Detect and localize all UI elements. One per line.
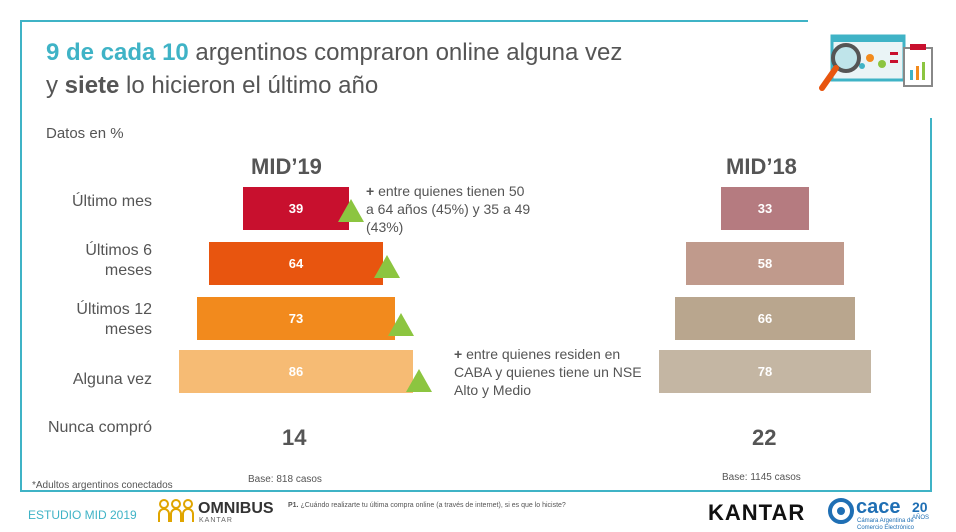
mid18-bar-label: 33 [757,201,773,216]
row-label-ultimos-12: Últimos 12 meses [76,301,152,338]
mid18-header: MID’18 [726,154,797,179]
page-title: 9 de cada 10 argentinos compraron online… [46,36,746,102]
mid19-bar-label: 73 [288,311,304,326]
up-arrow-icon [406,369,432,392]
annotation-age-plus: + [366,183,375,199]
annotation-caba-text: entre quienes residen en CABA y quienes … [454,346,642,398]
analytics-icon [819,34,933,91]
mid18-nunca-value: 22 [752,425,777,450]
row-label-nunca: Nunca compró [47,419,152,436]
frame-bottom-line [20,490,932,492]
mid18-bar-2: 58 [685,241,845,286]
row-label-alguna-vez: Alguna vez [72,371,152,388]
row-label-ultimos-6: Últimos 6 meses [85,242,152,279]
mid18-bar-1: 33 [719,186,811,231]
up-arrow-icon [374,255,400,278]
annotation-caba-plus: + [454,346,463,362]
mid19-bar-label: 39 [288,201,304,216]
mid19-bar-1: 39 [242,186,350,231]
row-label-ultimo-mes: Último mes [71,193,152,210]
mid18-bar-3: 66 [674,296,856,341]
title-line2-bold: siete [64,72,120,99]
title-line1-rest: argentinos compraron online alguna vez [188,39,623,66]
frame-right-line [930,118,932,490]
mid19-base: Base: 818 casos [248,474,322,485]
mid19-bar-3: 73 [195,296,397,341]
anos-number: 20 [912,499,928,515]
subtitle: Datos en % [46,125,124,142]
mid18-bar-label: 58 [757,256,773,271]
omnibus-sub: KANTAR [199,517,233,524]
mid19-bar-label: 86 [288,364,304,379]
mid19-bar-2: 64 [208,241,384,286]
study-label: ESTUDIO MID 2019 [28,508,137,522]
mid19-bar-4: 86 [177,349,415,394]
question-note: P1. ¿Cuándo realizarte tu última compra … [288,502,566,509]
question-number: P1. [288,502,299,509]
cace-logo-icon [828,498,854,524]
annotation-age-text: entre quienes tienen 50 a 64 años (45%) … [366,183,531,235]
up-arrow-icon [338,199,364,222]
mid19-nunca-value: 14 [282,425,307,450]
mid18-bar-4: 78 [657,349,873,394]
cace-sub: Cámara Argentina de Comercio Electrónico [857,518,915,531]
cace-text: cace [856,496,901,518]
annotation-caba: + entre quienes residen en CABA y quiene… [454,345,644,399]
frame-left-line [20,20,22,490]
mid19-bar-label: 64 [288,256,304,271]
footnote: *Adultos argentinos conectados [32,480,173,491]
mid18-base: Base: 1145 casos [722,472,801,483]
mid18-bar-label: 66 [757,311,773,326]
title-line2-pre: y [46,72,65,99]
up-arrow-icon [388,313,414,336]
kantar-logo: KANTAR [708,500,806,525]
omnibus-logo-icon [158,499,194,522]
omnibus-text: OMNIBUS [198,500,274,517]
mid18-bar-label: 78 [757,364,773,379]
annotation-age: + entre quienes tienen 50 a 64 años (45%… [366,182,536,236]
title-line2-rest: lo hicieron el último año [119,72,379,99]
frame-top-line [20,20,808,22]
question-text: ¿Cuándo realizarte tu última compra onli… [298,502,566,509]
anos-label: AÑOS [912,515,930,521]
title-accent: 9 de cada 10 [46,39,189,66]
mid19-header: MID’19 [251,154,322,179]
